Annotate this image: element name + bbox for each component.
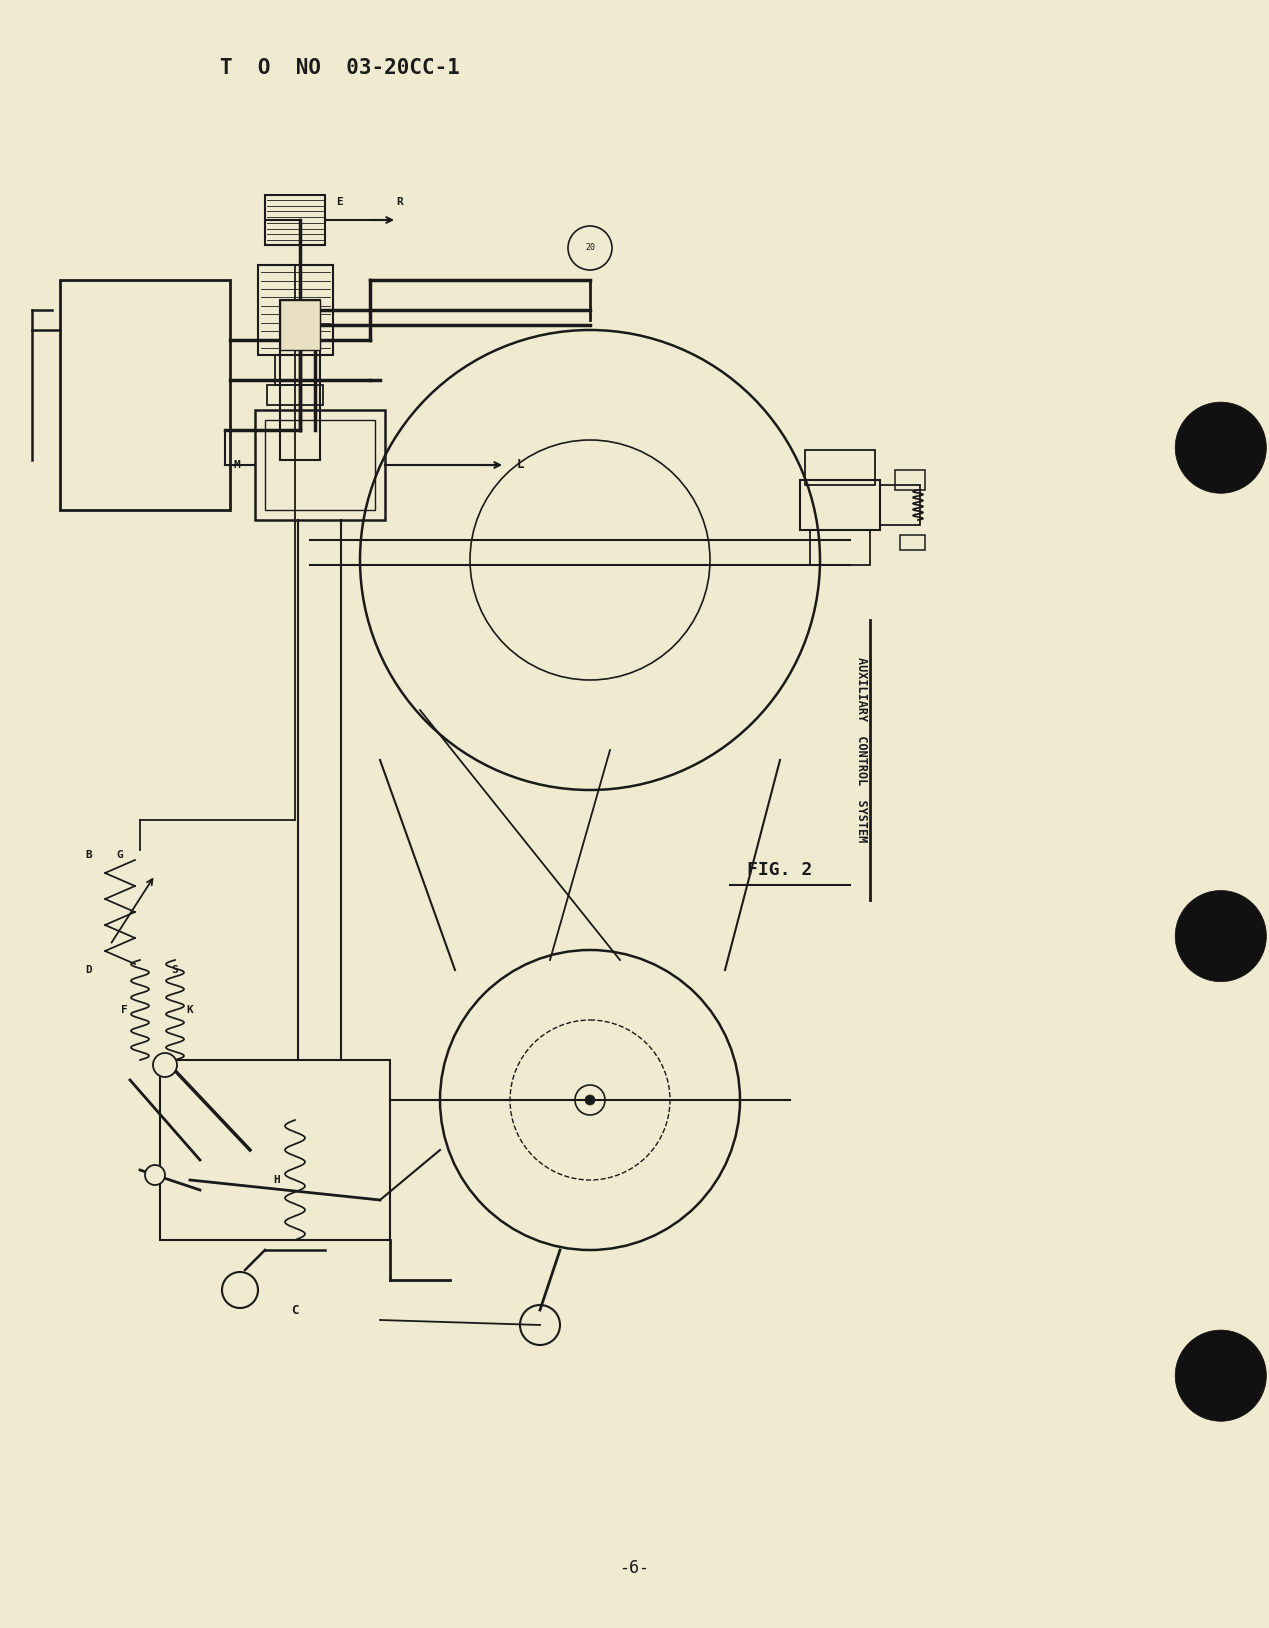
Text: B: B <box>85 850 91 860</box>
Text: K: K <box>187 1004 193 1014</box>
Bar <box>60 280 230 510</box>
Bar <box>805 449 876 485</box>
Text: H: H <box>273 1175 280 1185</box>
Text: T  O  NO  03-20CC-1: T O NO 03-20CC-1 <box>220 59 459 78</box>
Text: 20: 20 <box>585 244 595 252</box>
Text: E: E <box>336 197 344 207</box>
Bar <box>255 410 385 519</box>
Text: C: C <box>292 1304 298 1317</box>
Text: D: D <box>85 965 91 975</box>
Bar <box>799 480 879 531</box>
Circle shape <box>575 1084 605 1115</box>
Text: L: L <box>516 459 524 472</box>
Text: FIG. 2: FIG. 2 <box>747 861 812 879</box>
Text: -6-: -6- <box>619 1560 648 1578</box>
Text: M: M <box>233 461 240 470</box>
Text: S: S <box>171 965 179 975</box>
Bar <box>879 485 920 524</box>
Circle shape <box>1175 1330 1266 1421</box>
Circle shape <box>145 1166 165 1185</box>
Bar <box>280 300 320 350</box>
Circle shape <box>1175 891 1266 982</box>
Bar <box>265 195 325 244</box>
Text: G: G <box>117 850 123 860</box>
Text: R: R <box>397 197 404 207</box>
Circle shape <box>585 1096 595 1105</box>
Bar <box>900 536 925 550</box>
Circle shape <box>154 1053 176 1078</box>
Bar <box>810 531 871 565</box>
Bar <box>258 265 332 355</box>
Bar <box>280 300 320 461</box>
Bar <box>895 470 925 490</box>
Bar <box>266 384 324 405</box>
Circle shape <box>1175 402 1266 493</box>
Bar <box>265 420 376 510</box>
Bar <box>160 1060 390 1241</box>
Text: F: F <box>122 1004 128 1014</box>
Bar <box>275 355 315 384</box>
Text: AUXILIARY  CONTROL  SYSTEM: AUXILIARY CONTROL SYSTEM <box>855 658 868 843</box>
